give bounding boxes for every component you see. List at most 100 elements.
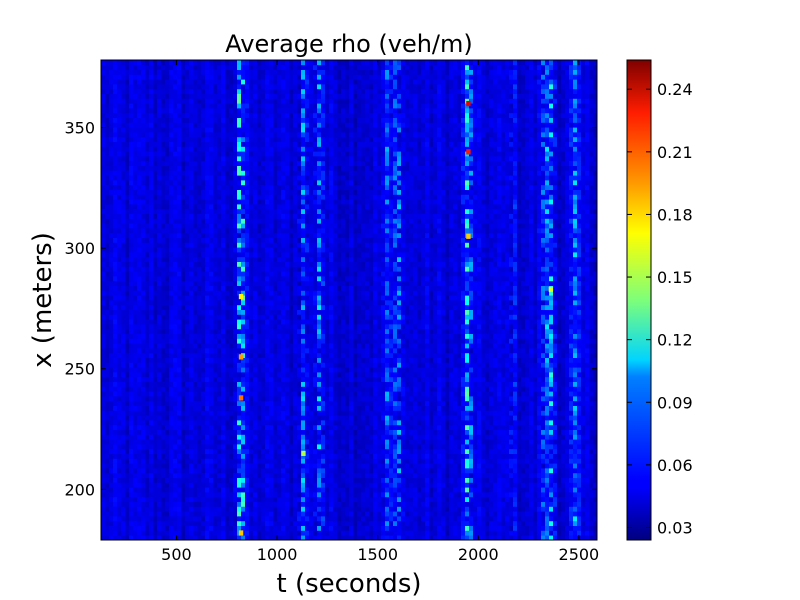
heatmap-cell [181, 535, 186, 540]
heatmap-cell [249, 348, 254, 354]
heatmap-cell [149, 117, 154, 123]
heatmap-cell [253, 482, 258, 488]
heatmap-cell [137, 271, 142, 277]
heatmap-cell [109, 381, 114, 387]
heatmap-cell [225, 208, 230, 214]
heatmap-cell [101, 501, 106, 507]
heatmap-cell [109, 376, 114, 382]
heatmap-cell [137, 290, 142, 296]
heatmap-cell [233, 328, 238, 334]
heatmap-cell [197, 199, 202, 205]
heatmap-cell [133, 64, 138, 70]
heatmap-cell [221, 290, 226, 296]
heatmap-cell [205, 391, 210, 397]
heatmap-cell [201, 117, 206, 123]
heatmap-cell [261, 112, 266, 118]
heatmap-cell [265, 453, 270, 459]
heatmap-cell [221, 396, 226, 402]
heatmap-cell [217, 343, 222, 349]
heatmap-cell [249, 400, 254, 406]
heatmap-cell [109, 328, 114, 334]
heatmap-cell [169, 367, 174, 373]
heatmap-cell [281, 453, 286, 459]
heatmap-cell [189, 146, 194, 152]
heatmap-cell [293, 386, 298, 392]
heatmap-cell [281, 357, 286, 363]
heatmap-cell [229, 160, 234, 166]
heatmap-cell [165, 439, 170, 445]
heatmap-cell [161, 194, 166, 200]
heatmap-cell [177, 381, 182, 387]
heatmap-cell [253, 295, 258, 301]
heatmap-cell [197, 324, 202, 330]
heatmap-cell [253, 242, 258, 248]
heatmap-cell [169, 463, 174, 469]
heatmap-cell [193, 232, 198, 238]
heatmap-cell [261, 386, 266, 392]
heatmap-cell [109, 165, 114, 171]
heatmap-cell [273, 458, 278, 464]
heatmap-cell [181, 93, 186, 99]
heatmap-cell [197, 223, 202, 229]
heatmap-cell [149, 367, 154, 373]
heatmap-cell [193, 477, 198, 483]
heatmap-cell [121, 367, 126, 373]
heatmap-cell [241, 136, 246, 142]
heatmap-cell [185, 213, 190, 219]
heatmap-cell [209, 492, 214, 498]
heatmap-cell [269, 60, 274, 66]
heatmap-cell [233, 338, 238, 344]
heatmap-cell [153, 420, 158, 426]
heatmap-cell [133, 256, 138, 262]
heatmap-cell [273, 420, 278, 426]
heatmap-cell [145, 424, 150, 430]
heatmap-cell [177, 352, 182, 358]
heatmap-cell [117, 266, 122, 272]
heatmap-cell [249, 271, 254, 277]
heatmap-cell [153, 208, 158, 214]
heatmap-cell [205, 535, 210, 540]
heatmap-cell [205, 501, 210, 507]
heatmap-cell [237, 165, 242, 171]
heatmap-cell [149, 535, 154, 540]
heatmap-cell [177, 141, 182, 147]
heatmap-cell [285, 420, 290, 426]
heatmap-cell [153, 496, 158, 502]
heatmap-cell [205, 304, 210, 310]
heatmap-cell [177, 333, 182, 339]
heatmap-cell [289, 108, 294, 114]
heatmap-cell [277, 103, 282, 109]
heatmap-cell [213, 132, 218, 138]
heatmap-cell [161, 132, 166, 138]
heatmap-cell [293, 468, 298, 474]
heatmap-cell [205, 170, 210, 176]
heatmap-cell [261, 410, 266, 416]
heatmap-cell [221, 232, 226, 238]
heatmap-cell [117, 156, 122, 162]
heatmap-cell [161, 228, 166, 234]
heatmap-cell [265, 506, 270, 512]
heatmap-cell [189, 439, 194, 445]
heatmap-cell [265, 256, 270, 262]
heatmap-cell [261, 367, 266, 373]
heatmap-cell [273, 223, 278, 229]
heatmap-cell [225, 170, 230, 176]
heatmap-cell [101, 180, 106, 186]
heatmap-cell [113, 122, 118, 128]
heatmap-cell [289, 189, 294, 195]
heatmap-cell [161, 276, 166, 282]
heatmap-cell [265, 429, 270, 435]
heatmap-cell [189, 151, 194, 157]
heatmap-cell [113, 304, 118, 310]
heatmap-cell [153, 477, 158, 483]
heatmap-cell [149, 429, 154, 435]
heatmap-cell [129, 170, 134, 176]
heatmap-cell [289, 156, 294, 162]
heatmap-cell [257, 420, 262, 426]
heatmap-cell [253, 156, 258, 162]
heatmap-cell [293, 477, 298, 483]
heatmap-cell [241, 420, 246, 426]
heatmap-cell [273, 127, 278, 133]
heatmap-cell [169, 93, 174, 99]
heatmap-cell [141, 314, 146, 320]
